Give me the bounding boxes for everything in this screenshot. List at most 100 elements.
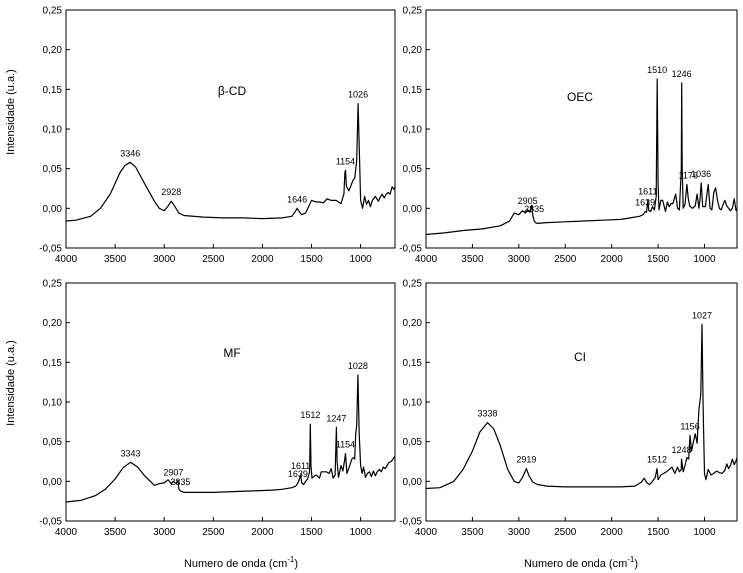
y-tick-label: 0,20 bbox=[43, 45, 63, 56]
peak-label: 1639 bbox=[288, 469, 308, 479]
y-axis-title-top: Intensidade (u.a.) bbox=[5, 69, 17, 155]
x-tick-label: 1500 bbox=[300, 527, 323, 538]
panel-mf: -0,05 0,00 0,05 0,10 0,15 0,20 0,25 4000 3500 300… bbox=[39, 279, 396, 538]
y-tick-label: 0,05 bbox=[43, 164, 63, 175]
peak-label: 2835 bbox=[524, 204, 544, 214]
y-tick-label: -0,05 bbox=[399, 517, 422, 528]
x-tick-label: 2000 bbox=[251, 527, 274, 538]
peak-label: 1611 bbox=[291, 461, 310, 471]
peak-label: 1154 bbox=[336, 440, 355, 450]
y-tick-label: -0,05 bbox=[399, 244, 422, 255]
y-tick-label: 0,15 bbox=[43, 85, 63, 96]
x-tick-label: 3500 bbox=[461, 527, 484, 538]
peak-label: 1512 bbox=[647, 455, 667, 465]
x-tick-label: 1000 bbox=[693, 254, 716, 265]
y-tick-label: 0,10 bbox=[43, 398, 63, 409]
y-tick-label: -0,05 bbox=[39, 517, 62, 528]
peak-label: 1036 bbox=[691, 169, 711, 179]
peak-label: 3343 bbox=[121, 448, 141, 458]
x-tick-label: 2500 bbox=[202, 254, 225, 265]
x-tick-label: 1000 bbox=[350, 254, 373, 265]
y-tick-label: -0,05 bbox=[39, 244, 62, 255]
x-tick-label: 4000 bbox=[415, 527, 438, 538]
panel-oec-frame bbox=[425, 9, 738, 249]
x-axis-title-left-tail: ) bbox=[294, 558, 298, 570]
panel-mf-label: MF bbox=[223, 346, 240, 360]
spectrum-line-mf bbox=[65, 374, 396, 503]
x-tick-label: 4000 bbox=[415, 254, 438, 265]
x-tick-label: 1500 bbox=[300, 254, 323, 265]
x-axis-title-right-base: Numero de onda (cm bbox=[524, 558, 627, 570]
panel-ci-label: CI bbox=[574, 350, 586, 364]
x-axis-title-right-sup: -1 bbox=[627, 555, 635, 564]
peak-label: 2919 bbox=[516, 455, 536, 465]
peak-label: 1248 bbox=[671, 445, 691, 455]
panel-oec: -0,05 0,00 0,05 0,10 0,15 0,20 0,25 4000 3500 300… bbox=[399, 6, 738, 265]
panel-ci-frame bbox=[425, 282, 738, 522]
peak-label: 1512 bbox=[300, 410, 320, 420]
panel-beta-cd-ticks: -0,05 0,00 0,05 0,10 0,15 0,20 0,25 4000 3500 300… bbox=[39, 6, 396, 265]
panel-oec-label: OEC bbox=[567, 90, 593, 104]
panel-beta-cd: -0,05 0,00 0,05 0,10 0,15 0,20 0,25 4000 3500 300… bbox=[39, 6, 396, 265]
y-tick-label: 0,10 bbox=[403, 125, 423, 136]
x-tick-label: 3000 bbox=[508, 527, 531, 538]
peak-label: 1639 bbox=[635, 198, 655, 208]
x-axis-title-left: Numero de onda (cm-1) bbox=[184, 555, 298, 570]
x-tick-label: 3500 bbox=[104, 254, 127, 265]
x-tick-label: 4000 bbox=[55, 527, 78, 538]
spectrum-line-oec bbox=[425, 78, 737, 236]
y-tick-label: 0,20 bbox=[43, 318, 63, 329]
x-tick-label: 1000 bbox=[693, 527, 716, 538]
peak-label: 1646 bbox=[287, 194, 307, 204]
x-tick-label: 2500 bbox=[554, 527, 577, 538]
peak-label: 1027 bbox=[692, 310, 712, 320]
x-tick-label: 1500 bbox=[647, 527, 670, 538]
y-tick-label: 0,05 bbox=[403, 437, 423, 448]
y-tick-label: 0,05 bbox=[403, 164, 423, 175]
panel-beta-cd-label: β-CD bbox=[218, 84, 247, 98]
peak-label: 2907 bbox=[163, 467, 183, 477]
peak-label: 2905 bbox=[518, 196, 538, 206]
x-tick-label: 3000 bbox=[153, 527, 176, 538]
peak-label: 3346 bbox=[120, 148, 140, 158]
peak-label: 1510 bbox=[647, 65, 667, 75]
peak-label: 1246 bbox=[672, 69, 692, 79]
x-tick-label: 2000 bbox=[601, 527, 624, 538]
x-tick-label: 3500 bbox=[104, 527, 127, 538]
x-tick-label: 2000 bbox=[601, 254, 624, 265]
peak-label: 1154 bbox=[336, 156, 355, 166]
peak-label: 1611 bbox=[638, 186, 657, 196]
panel-ci-marks: 3338 2919 1512 1248 1156 1027 bbox=[425, 310, 738, 490]
panel-ci: -0,05 0,00 0,05 0,10 0,15 0,20 0,25 4000 3500 300… bbox=[399, 279, 738, 538]
panel-mf-frame bbox=[65, 282, 396, 522]
x-axis-title-left-sup: -1 bbox=[287, 555, 295, 564]
y-tick-label: 0,00 bbox=[43, 204, 63, 215]
y-tick-label: 0,00 bbox=[43, 477, 63, 488]
x-tick-label: 1500 bbox=[647, 254, 670, 265]
y-tick-label: 0,20 bbox=[403, 45, 423, 56]
y-tick-label: 0,25 bbox=[43, 279, 63, 290]
panel-beta-cd-marks: 3346 2928 1646 1154 1026 bbox=[65, 90, 396, 222]
spectrum-line-beta-cd bbox=[65, 102, 396, 222]
peak-label: 2928 bbox=[161, 187, 181, 197]
peak-label: 1176 bbox=[678, 171, 697, 181]
peak-label: 1247 bbox=[326, 413, 346, 423]
y-axis-title-bottom: Intensidade (u.a.) bbox=[5, 340, 17, 426]
panel-oec-ticks: -0,05 0,00 0,05 0,10 0,15 0,20 0,25 4000 3500 300… bbox=[399, 6, 738, 265]
x-tick-label: 4000 bbox=[55, 254, 78, 265]
x-tick-label: 2500 bbox=[554, 254, 577, 265]
x-tick-label: 1000 bbox=[350, 527, 373, 538]
y-tick-label: 0,25 bbox=[403, 6, 423, 17]
x-tick-label: 2000 bbox=[251, 254, 274, 265]
peak-label: 1026 bbox=[348, 90, 368, 100]
x-axis-title-left-base: Numero de onda (cm bbox=[184, 558, 287, 570]
peak-label: 2835 bbox=[170, 477, 190, 487]
peak-label: 3338 bbox=[477, 409, 497, 419]
x-tick-label: 2500 bbox=[202, 527, 225, 538]
y-tick-label: 0,25 bbox=[43, 6, 63, 17]
x-axis-title-right: Numero de onda (cm-1) bbox=[524, 555, 638, 570]
y-tick-label: 0,00 bbox=[403, 204, 423, 215]
y-tick-label: 0,10 bbox=[43, 125, 63, 136]
y-tick-label: 0,25 bbox=[403, 279, 423, 290]
